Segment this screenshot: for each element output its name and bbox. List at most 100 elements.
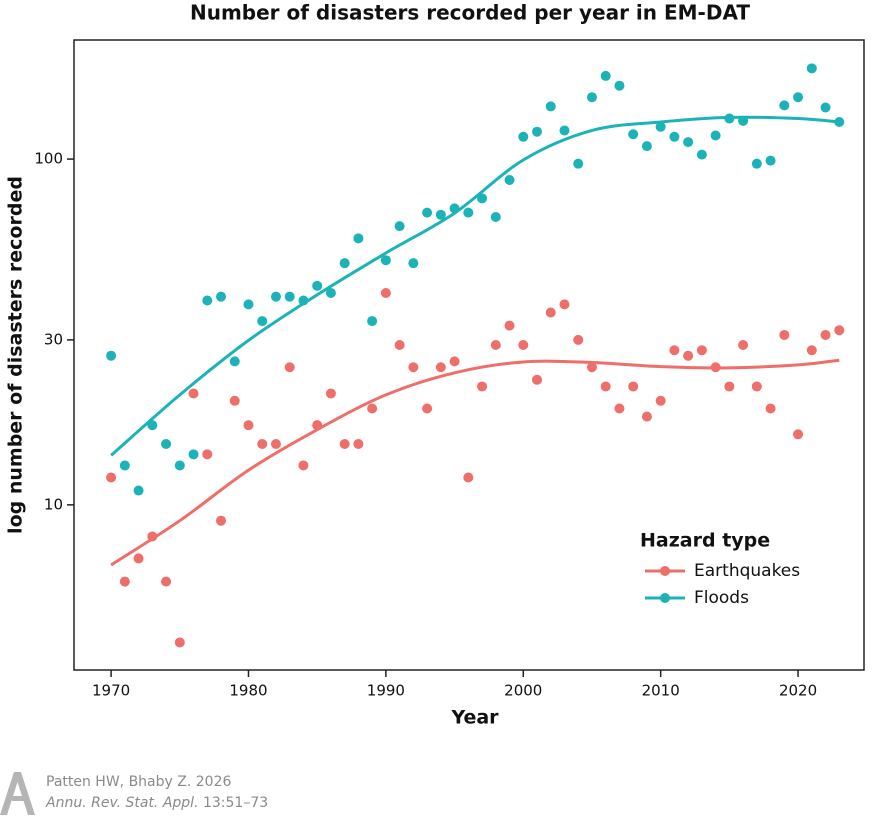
point	[669, 131, 680, 142]
point	[751, 158, 762, 169]
point	[229, 395, 240, 406]
point	[806, 63, 817, 74]
point	[119, 576, 130, 587]
legend-label: Earthquakes	[694, 561, 800, 581]
point	[174, 460, 185, 471]
x-tick-label: 2010	[642, 682, 680, 700]
point	[339, 438, 350, 449]
point	[655, 395, 666, 406]
point	[394, 221, 405, 232]
y-tick-label: 10	[44, 495, 63, 513]
y-axis-title: log number of disasters recorded	[5, 176, 27, 534]
point	[367, 316, 378, 327]
point	[119, 460, 130, 471]
point	[174, 637, 185, 648]
point	[216, 515, 227, 526]
legend-dot	[660, 593, 670, 603]
point	[380, 255, 391, 266]
point	[422, 207, 433, 218]
point	[504, 320, 515, 331]
point	[477, 381, 488, 392]
journal: Annu. Rev. Stat. Appl.	[45, 795, 199, 811]
point	[641, 411, 652, 422]
volume: 13:51–73	[203, 795, 268, 811]
point	[449, 356, 460, 367]
point	[518, 339, 529, 350]
point	[573, 334, 584, 345]
point	[793, 429, 804, 440]
point	[435, 362, 446, 373]
point	[559, 299, 570, 310]
point	[270, 438, 281, 449]
point	[243, 299, 254, 310]
chart-title: Number of disasters recorded per year in…	[190, 1, 750, 25]
point	[820, 329, 831, 340]
point	[779, 100, 790, 111]
y-tick-label: 30	[44, 330, 63, 348]
point	[106, 350, 117, 361]
point	[353, 438, 364, 449]
x-tick-label: 1990	[367, 682, 405, 700]
point	[463, 472, 474, 483]
point	[628, 381, 639, 392]
point	[834, 325, 845, 336]
point	[284, 362, 295, 373]
legend-label: Floods	[694, 588, 749, 608]
trend-line	[110, 358, 840, 567]
point	[683, 137, 694, 148]
point	[504, 174, 515, 185]
point	[545, 307, 556, 318]
point	[284, 291, 295, 302]
point	[339, 258, 350, 269]
x-tick-label: 2020	[779, 682, 817, 700]
point	[394, 339, 405, 350]
point	[669, 345, 680, 356]
x-tick-label: 1970	[92, 682, 130, 700]
point	[696, 149, 707, 160]
point	[367, 403, 378, 414]
point	[270, 291, 281, 302]
point	[641, 141, 652, 152]
point	[422, 403, 433, 414]
point	[216, 291, 227, 302]
point	[545, 101, 556, 112]
point	[710, 130, 721, 141]
x-tick-label: 1980	[229, 682, 267, 700]
point	[600, 70, 611, 81]
point	[202, 295, 213, 306]
point	[683, 350, 694, 361]
point	[751, 381, 762, 392]
point	[518, 131, 529, 142]
point	[724, 381, 735, 392]
point	[614, 80, 625, 91]
point	[820, 102, 831, 113]
point	[133, 553, 144, 564]
point	[559, 125, 570, 136]
point	[202, 449, 213, 460]
point	[298, 460, 309, 471]
x-tick-label: 2000	[504, 682, 542, 700]
point	[463, 207, 474, 218]
point	[312, 280, 323, 291]
point	[628, 129, 639, 140]
point	[586, 92, 597, 103]
plot-frame	[73, 39, 865, 671]
point	[353, 233, 364, 244]
point	[106, 472, 117, 483]
point	[243, 420, 254, 431]
point	[779, 329, 790, 340]
point	[765, 155, 776, 166]
point	[793, 92, 804, 103]
point	[257, 438, 268, 449]
x-axis-title: Year	[450, 707, 499, 729]
journal-line: Annu. Rev. Stat. Appl. 13:51–73	[45, 795, 268, 811]
point	[738, 339, 749, 350]
point	[325, 287, 336, 298]
point	[257, 316, 268, 327]
point	[188, 388, 199, 399]
point	[573, 158, 584, 169]
point	[532, 374, 543, 385]
point	[229, 356, 240, 367]
point	[655, 121, 666, 132]
point	[532, 126, 543, 137]
